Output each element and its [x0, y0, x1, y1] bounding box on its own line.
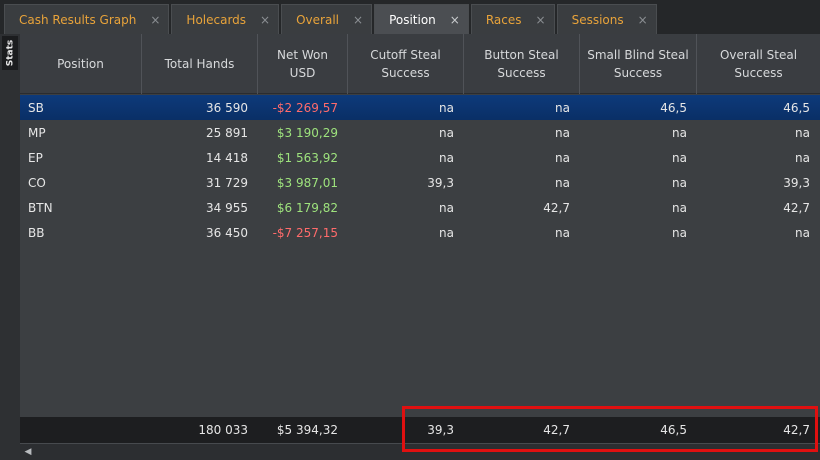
close-icon[interactable]: × [449, 12, 460, 27]
cell-sb: 46,5 [660, 423, 687, 437]
cell-hands: 31 729 [206, 175, 248, 190]
stats-toggle-button[interactable]: Stats [2, 36, 18, 70]
tab-overall[interactable]: Overall × [281, 4, 373, 34]
cell-button: na [555, 150, 570, 165]
tab-label: Position [389, 12, 436, 27]
totals-row: 180 033 $5 394,32 39,3 42,7 46,5 42,7 [20, 417, 820, 443]
cell-position: EP [28, 150, 43, 165]
column-header[interactable]: Net Won USD [258, 34, 348, 94]
tab-position[interactable]: Position × [374, 4, 469, 34]
table-body: SB 36 590 -$2 269,57 na na 46,5 46,5 MP 25 891 $3… [20, 95, 820, 245]
tab-label: Holecards [186, 12, 247, 27]
tab-races[interactable]: Races × [470, 4, 555, 34]
close-icon[interactable]: × [353, 12, 364, 27]
cell-overall: 46,5 [783, 100, 810, 115]
table-row[interactable]: BTN 34 955 $6 179,82 na 42,7 na 42,7 [20, 195, 820, 220]
tab-sessions[interactable]: Sessions × [556, 4, 657, 34]
column-header[interactable]: Cutoff Steal Success [348, 34, 464, 94]
cell-cutoff: na [439, 100, 454, 115]
table-row[interactable]: SB 36 590 -$2 269,57 na na 46,5 46,5 [20, 95, 820, 120]
tab-cash-results-graph[interactable]: Cash Results Graph × [4, 4, 170, 34]
close-icon[interactable]: × [535, 12, 546, 27]
position-stats-table: Position Total Hands Net Won USD Cutoff Stea… [20, 34, 820, 460]
horizontal-scrollbar[interactable]: ◀ [20, 443, 820, 460]
table-row[interactable]: EP 14 418 $1 563,92 na na na na [20, 145, 820, 170]
close-icon[interactable]: × [260, 12, 271, 27]
cell-position: CO [28, 175, 46, 190]
cell-sb: na [672, 225, 687, 240]
cell-overall: 42,7 [783, 423, 810, 437]
cell-button: 42,7 [543, 423, 570, 437]
column-header[interactable]: Small Blind Steal Success [580, 34, 697, 94]
cell-net: $6 179,82 [276, 200, 338, 215]
cell-hands: 36 450 [206, 225, 248, 240]
cell-position: SB [28, 100, 44, 115]
tab-label: Races [485, 12, 522, 27]
cell-hands: 36 590 [206, 100, 248, 115]
cell-hands: 14 418 [206, 150, 248, 165]
cell-sb: na [672, 175, 687, 190]
cell-overall: na [795, 150, 810, 165]
scroll-left-arrow-icon[interactable]: ◀ [24, 447, 32, 457]
cell-net: $5 394,32 [276, 423, 338, 437]
tab-label: Overall [296, 12, 339, 27]
column-header[interactable]: Position [20, 34, 142, 94]
cell-button: na [555, 100, 570, 115]
tab-holecards[interactable]: Holecards × [171, 4, 280, 34]
tab-bar: Cash Results Graph × Holecards × Overall × Pos… [0, 0, 820, 34]
cell-sb: na [672, 150, 687, 165]
cell-position: BTN [28, 200, 53, 215]
cell-sb: 46,5 [660, 100, 687, 115]
cell-position: BB [28, 225, 45, 240]
cell-button: na [555, 175, 570, 190]
cell-hands: 180 033 [198, 423, 248, 437]
table-row[interactable]: BB 36 450 -$7 257,15 na na na na [20, 220, 820, 245]
column-header[interactable]: Overall Steal Success [719, 48, 798, 80]
cell-position [20, 418, 142, 443]
cell-cutoff: na [439, 150, 454, 165]
table-header: Position Total Hands Net Won USD Cutoff Stea… [20, 34, 820, 94]
cell-cutoff: 39,3 [427, 423, 454, 437]
cell-overall: na [795, 125, 810, 140]
cell-cutoff: 39,3 [427, 175, 454, 190]
cell-net: $3 190,29 [276, 125, 338, 140]
cell-cutoff: na [439, 125, 454, 140]
cell-sb: na [672, 200, 687, 215]
cell-hands: 34 955 [206, 200, 248, 215]
column-header[interactable]: Total Hands [142, 34, 258, 94]
cell-overall: 39,3 [783, 175, 810, 190]
stats-label: Stats [5, 39, 15, 67]
tab-label: Cash Results Graph [19, 12, 137, 27]
cell-net: $3 987,01 [276, 175, 338, 190]
cell-button: na [555, 125, 570, 140]
close-icon[interactable]: × [150, 12, 161, 27]
cell-cutoff: na [439, 200, 454, 215]
cell-net: -$7 257,15 [272, 225, 338, 240]
cell-net: -$2 269,57 [272, 100, 338, 115]
tab-label: Sessions [571, 12, 624, 27]
cell-overall: 42,7 [783, 200, 810, 215]
side-panel: Stats [0, 34, 20, 460]
table-row[interactable]: MP 25 891 $3 190,29 na na na na [20, 120, 820, 145]
cell-net: $1 563,92 [276, 150, 338, 165]
cell-sb: na [672, 125, 687, 140]
cell-cutoff: na [439, 225, 454, 240]
cell-button: 42,7 [543, 200, 570, 215]
cell-hands: 25 891 [206, 125, 248, 140]
cell-overall: na [795, 225, 810, 240]
column-header[interactable]: Button Steal Success [464, 34, 580, 94]
cell-position: MP [28, 125, 46, 140]
table-row[interactable]: CO 31 729 $3 987,01 39,3 na na 39,3 [20, 170, 820, 195]
cell-button: na [555, 225, 570, 240]
close-icon[interactable]: × [637, 12, 648, 27]
